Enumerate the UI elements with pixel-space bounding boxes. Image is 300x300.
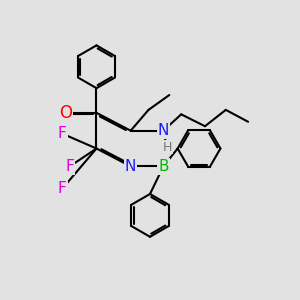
Text: H: H [162,140,172,154]
Text: O: O [59,104,72,122]
Text: F: F [58,126,67,141]
Text: N: N [158,123,169,138]
Text: F: F [58,181,67,196]
Text: B: B [158,159,169,174]
Text: N: N [125,159,136,174]
Text: F: F [65,159,74,174]
